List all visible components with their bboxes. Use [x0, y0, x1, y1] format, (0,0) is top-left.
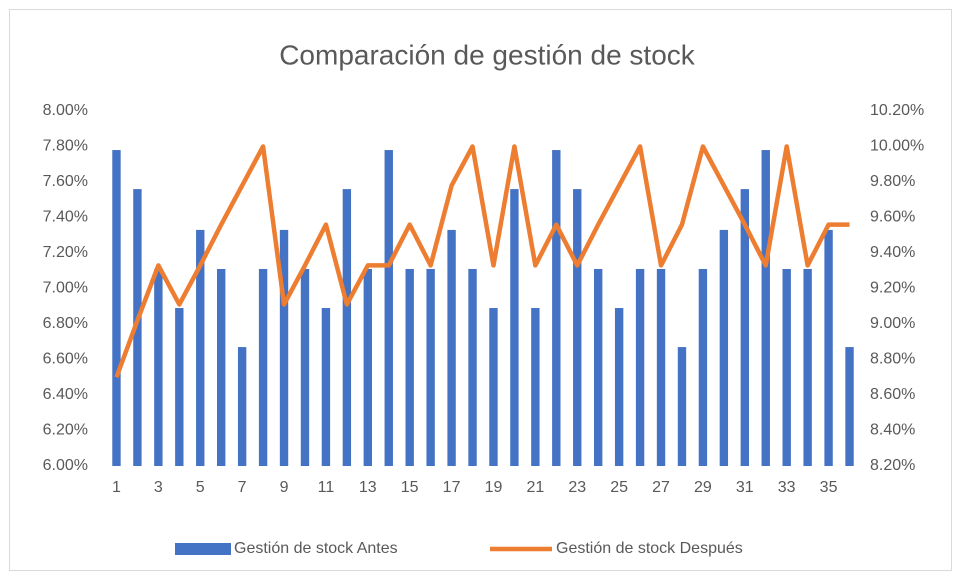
bar — [552, 150, 561, 467]
y2-tick-label: 9.40% — [870, 244, 915, 261]
bar — [782, 268, 791, 466]
x-tick-label: 25 — [610, 479, 628, 496]
legend-label: Gestión de stock Antes — [234, 540, 398, 557]
bar — [635, 268, 645, 466]
bar — [510, 189, 519, 466]
x-tick-label: 1 — [112, 479, 121, 496]
bar — [447, 229, 456, 466]
y2-tick-label: 10.00% — [870, 138, 924, 155]
y2-tick-label: 8.20% — [870, 457, 915, 474]
bar — [594, 268, 603, 466]
x-tick-label: 3 — [154, 479, 163, 496]
x-tick-label: 29 — [694, 479, 712, 496]
y2-tick-label: 9.00% — [870, 315, 915, 332]
bar — [656, 268, 666, 466]
y2-tick-label: 8.60% — [870, 386, 915, 403]
bar — [196, 229, 205, 466]
y-tick-label: 7.00% — [43, 280, 88, 297]
x-tick-label: 9 — [280, 479, 289, 496]
y2-tick-label: 10.20% — [870, 102, 924, 119]
bar — [614, 308, 624, 466]
y-tick-label: 8.00% — [43, 102, 88, 119]
y2-tick-label: 9.80% — [870, 173, 915, 190]
bar — [342, 189, 352, 466]
bar — [803, 268, 812, 466]
x-tick-label: 17 — [443, 479, 461, 496]
bar — [489, 308, 498, 466]
x-tick-label: 27 — [652, 479, 670, 496]
y-tick-label: 6.40% — [43, 386, 88, 403]
bar — [719, 229, 729, 466]
bar — [321, 308, 331, 466]
bar — [426, 268, 435, 466]
bar — [573, 189, 582, 466]
x-tick-label: 23 — [568, 479, 586, 496]
y-tick-label: 7.80% — [43, 138, 88, 155]
y2-tick-label: 9.20% — [870, 280, 915, 297]
bar — [698, 268, 708, 466]
x-tick-label: 15 — [401, 479, 419, 496]
bar — [237, 347, 247, 466]
x-tick-label: 21 — [526, 479, 544, 496]
bar — [133, 189, 142, 466]
bar — [384, 150, 393, 467]
y-tick-label: 6.20% — [43, 422, 88, 439]
x-tick-label: 13 — [359, 479, 377, 496]
bar — [405, 268, 414, 466]
bar — [824, 229, 833, 466]
legend-swatch — [175, 543, 231, 555]
y-tick-label: 7.60% — [43, 173, 88, 190]
y-tick-label: 6.60% — [43, 351, 88, 368]
x-tick-label: 11 — [318, 479, 335, 496]
x-tick-label: 33 — [778, 479, 796, 496]
bar — [258, 268, 268, 466]
bar — [112, 150, 121, 467]
x-tick-label: 7 — [238, 479, 247, 496]
y2-tick-label: 8.40% — [870, 422, 915, 439]
bar — [279, 229, 289, 466]
y-tick-label: 6.80% — [43, 315, 88, 332]
x-tick-label: 31 — [736, 479, 754, 496]
y-tick-label: 6.00% — [43, 457, 88, 474]
chart-frame — [9, 9, 952, 571]
bar — [363, 268, 372, 466]
bar — [154, 268, 163, 466]
x-tick-label: 19 — [485, 479, 503, 496]
bar — [175, 308, 184, 466]
bar — [740, 189, 749, 466]
y-tick-label: 7.20% — [43, 244, 88, 261]
bar — [677, 347, 687, 466]
bar — [217, 268, 226, 466]
bar — [300, 268, 310, 466]
legend-label: Gestión de stock Después — [556, 540, 743, 557]
bar — [468, 268, 477, 466]
chart-title: Comparación de gestión de stock — [279, 39, 696, 70]
y-tick-label: 7.40% — [43, 209, 88, 226]
x-tick-label: 35 — [820, 479, 838, 496]
line — [114, 144, 850, 379]
bar — [531, 308, 540, 466]
x-tick-label: 5 — [196, 479, 205, 496]
y2-tick-label: 8.80% — [870, 351, 915, 368]
bar — [761, 150, 770, 467]
bar — [845, 347, 854, 466]
y2-tick-label: 9.60% — [870, 209, 915, 226]
